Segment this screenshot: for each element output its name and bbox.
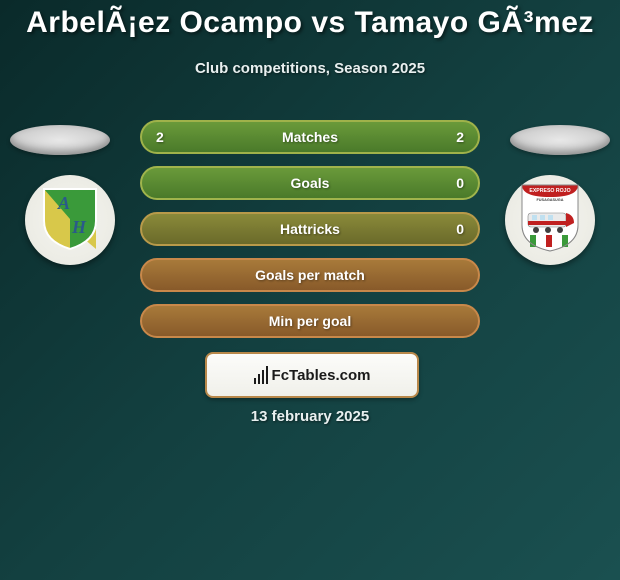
stat-pill-goals-per-match: Goals per match [140, 258, 480, 292]
crest-left-letter-a: A [57, 193, 70, 213]
player-photo-placeholder-left [10, 125, 110, 155]
bars-icon [254, 366, 268, 384]
stat-value-left: 2 [156, 129, 164, 145]
date-text: 13 february 2025 [0, 408, 620, 425]
stat-label: Goals per match [255, 267, 365, 283]
stat-pill-matches: 2 Matches 2 [140, 120, 480, 154]
stat-pill-goals: Goals 0 [140, 166, 480, 200]
fctables-logo: FcTables.com [254, 366, 371, 384]
player-photo-placeholder-right [510, 125, 610, 155]
stat-label: Matches [282, 129, 338, 145]
club-crest-right: EXPRESO ROJO FUSAGASUGA [505, 175, 595, 265]
stat-pill-min-per-goal: Min per goal [140, 304, 480, 338]
brand-text: FcTables.com [272, 367, 371, 384]
stat-value-right: 2 [456, 129, 464, 145]
crest-left-letter-h: H [71, 217, 87, 237]
brand-box: FcTables.com [205, 352, 419, 398]
page-subtitle: Club competitions, Season 2025 [0, 60, 620, 77]
stat-value-right: 0 [456, 221, 464, 237]
crest-right-sub: FUSAGASUGA [536, 198, 563, 202]
club-crest-left: A H [25, 175, 115, 265]
stat-label: Hattricks [280, 221, 340, 237]
crest-right-banner: EXPRESO ROJO [529, 188, 570, 194]
stat-value-right: 0 [456, 175, 464, 191]
stat-label: Min per goal [269, 313, 351, 329]
page-title: ArbelÃ¡ez Ocampo vs Tamayo GÃ³mez [0, 6, 620, 40]
stat-pill-hattricks: Hattricks 0 [140, 212, 480, 246]
stat-label: Goals [291, 175, 330, 191]
